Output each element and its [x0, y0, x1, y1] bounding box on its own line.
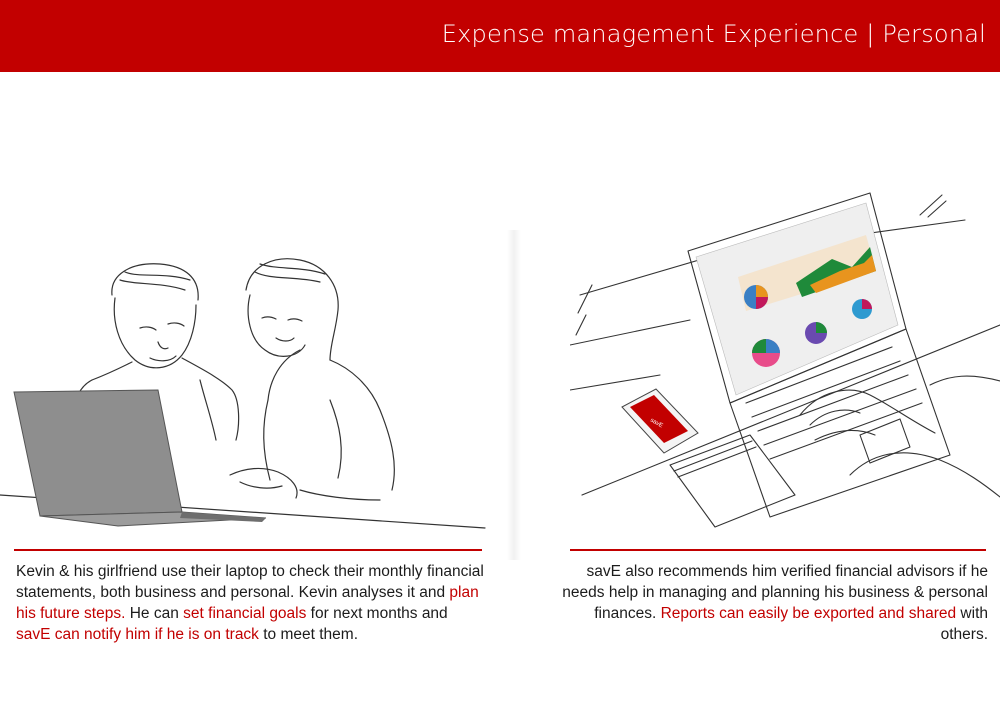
- couple-laptop-illustration: [0, 258, 486, 529]
- left-caption-text: He can: [125, 605, 184, 622]
- left-caption-text: Kevin & his girlfriend use their laptop …: [16, 563, 484, 601]
- left-caption-text: for next months and: [306, 605, 448, 622]
- left-highlight-future-steps: plan his future steps.: [16, 584, 479, 622]
- right-caption: savE also recommends him verified financ…: [556, 561, 988, 645]
- right-highlight-reports: Reports can easily be exported and share…: [660, 605, 957, 622]
- left-accent-rule: [14, 549, 482, 551]
- left-caption: Kevin & his girlfriend use their laptop …: [16, 561, 486, 645]
- header-bar: Expense management Experience | Personal: [0, 0, 1000, 72]
- left-highlight-financial-goals: set financial goals: [183, 605, 307, 622]
- smartphone-graphic: savE: [621, 388, 699, 454]
- panel-divider: [507, 230, 521, 560]
- laptop-graphic: [13, 389, 267, 527]
- page-title: Expense management Experience | Personal: [441, 20, 986, 48]
- right-caption-text: with others.: [940, 605, 988, 643]
- dashboard-laptop-illustration: savE: [570, 192, 1000, 528]
- left-highlight-notify: savE can notify him if he is on track: [16, 626, 259, 643]
- right-accent-rule: [570, 549, 986, 551]
- right-caption-text: savE also recommends him verified financ…: [562, 563, 988, 622]
- phone-screen-label: savE: [649, 418, 664, 430]
- left-caption-text: to meet them.: [258, 626, 359, 643]
- dashboard-screen: [695, 202, 899, 396]
